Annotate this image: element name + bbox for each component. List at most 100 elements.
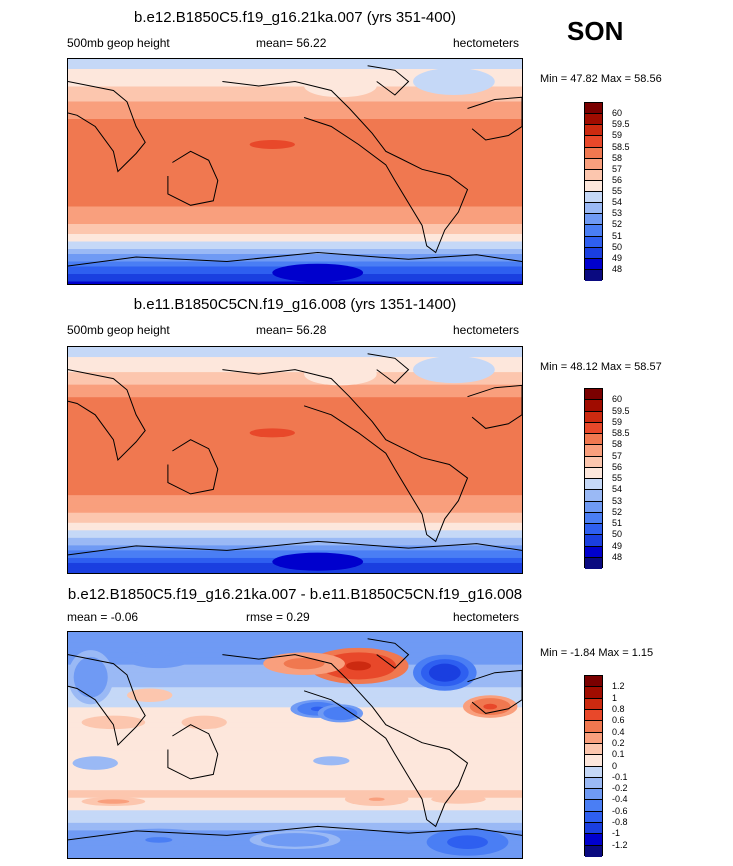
contour-band <box>68 154 522 158</box>
contour-lobe <box>304 362 377 386</box>
contour-band <box>68 472 522 476</box>
contour-band <box>68 241 522 245</box>
colorbar-box <box>585 269 602 281</box>
contour-band <box>68 429 522 433</box>
colorbar-tick-label: 53 <box>612 495 623 506</box>
contour-band <box>68 644 522 648</box>
colorbar-tick-label: 56 <box>612 174 623 185</box>
contour-band <box>68 802 522 806</box>
contour-band <box>68 201 522 205</box>
contour-band <box>68 214 522 218</box>
contour-band <box>68 236 522 240</box>
contour-band <box>68 149 522 153</box>
coastline <box>222 80 469 254</box>
contour-band <box>68 684 522 688</box>
contour-band <box>68 497 522 501</box>
contour-band <box>68 101 522 105</box>
contour-band <box>68 79 522 83</box>
contour-band <box>68 714 522 718</box>
contour-band <box>68 535 522 539</box>
contour-band <box>68 239 522 243</box>
colorbar-box <box>585 811 602 824</box>
contour-band <box>68 807 522 811</box>
contour-band <box>68 439 522 444</box>
coastline <box>467 384 522 429</box>
contour-lobe <box>272 263 364 282</box>
anomaly-contour <box>368 797 385 801</box>
colorbar-box <box>585 236 602 248</box>
contour-band <box>68 467 522 471</box>
colorbar-tick-label: 53 <box>612 208 623 219</box>
contour-band <box>68 114 522 118</box>
panel3-rmse-label: rmse = 0.29 <box>246 610 310 624</box>
contour-band <box>68 687 522 691</box>
contour-band <box>68 500 522 504</box>
colorbar-box <box>585 136 602 148</box>
colorbar-tick-label: 56 <box>612 461 623 472</box>
contour-band <box>68 109 522 113</box>
contour-band <box>68 490 522 494</box>
contour-band <box>68 770 522 774</box>
anomaly-contour <box>150 656 167 662</box>
contour-band <box>68 74 522 78</box>
contour-band <box>68 530 522 534</box>
colorbar-box <box>585 422 602 434</box>
anomaly-contour <box>105 720 122 725</box>
contour-band <box>68 76 522 80</box>
contour-band <box>68 354 522 358</box>
contour-band <box>68 775 522 779</box>
contour-band <box>68 129 522 133</box>
contour-band <box>68 166 522 170</box>
colorbar-tick-label: 59 <box>612 130 623 141</box>
colorbar-tick-label: -0.6 <box>612 805 628 816</box>
contour-band <box>68 647 522 651</box>
contour-band <box>68 717 522 721</box>
contour-band <box>68 765 522 769</box>
contour-band <box>68 827 522 831</box>
contour-band <box>68 427 522 431</box>
contour-band <box>68 382 522 386</box>
panel3-colorbar <box>584 675 603 857</box>
contour-band <box>68 191 522 195</box>
colorbar-tick-label: 0.4 <box>612 726 625 737</box>
colorbar-tick-label: 54 <box>612 484 623 495</box>
contour-band <box>68 510 522 514</box>
contour-band <box>68 99 522 103</box>
colorbar-box <box>585 800 602 812</box>
anomaly-contour <box>451 798 466 801</box>
contour-band <box>68 750 522 754</box>
contour-band <box>68 755 522 759</box>
contour-band <box>68 402 522 406</box>
contour-band <box>68 387 522 391</box>
contour-band <box>68 780 522 784</box>
colorbar-box <box>585 114 602 126</box>
colorbar-tick-label: 58 <box>612 152 623 163</box>
colorbar-tick-label: -0.1 <box>612 771 628 782</box>
coastline <box>68 825 522 841</box>
contour-band <box>68 637 522 641</box>
contour-band <box>68 477 522 481</box>
contour-band <box>68 487 522 491</box>
contour-band <box>68 412 522 416</box>
contour-band <box>68 792 522 796</box>
contour-band <box>68 81 522 85</box>
contour-lobe <box>413 68 495 95</box>
colorbar-box <box>585 709 602 722</box>
colorbar-box <box>585 535 602 547</box>
anomaly-contour <box>145 837 173 843</box>
panel1-mean-label: mean= 56.22 <box>256 36 327 50</box>
contour-band <box>68 475 522 479</box>
colorbar-tick-label: 51 <box>612 518 623 528</box>
contour-band <box>68 424 522 428</box>
contour-band <box>68 444 522 449</box>
colorbar-tick-label: 48 <box>612 263 623 274</box>
contour-band <box>68 465 522 469</box>
colorbar-tick-label: 1 <box>612 692 618 703</box>
contour-band <box>68 144 522 148</box>
contour-band <box>68 244 522 248</box>
colorbar-box <box>585 192 602 204</box>
contour-band <box>68 206 522 210</box>
anomaly-contour <box>198 720 210 725</box>
contour-band <box>68 352 522 356</box>
colorbar-tick-label: 0.1 <box>612 749 625 760</box>
